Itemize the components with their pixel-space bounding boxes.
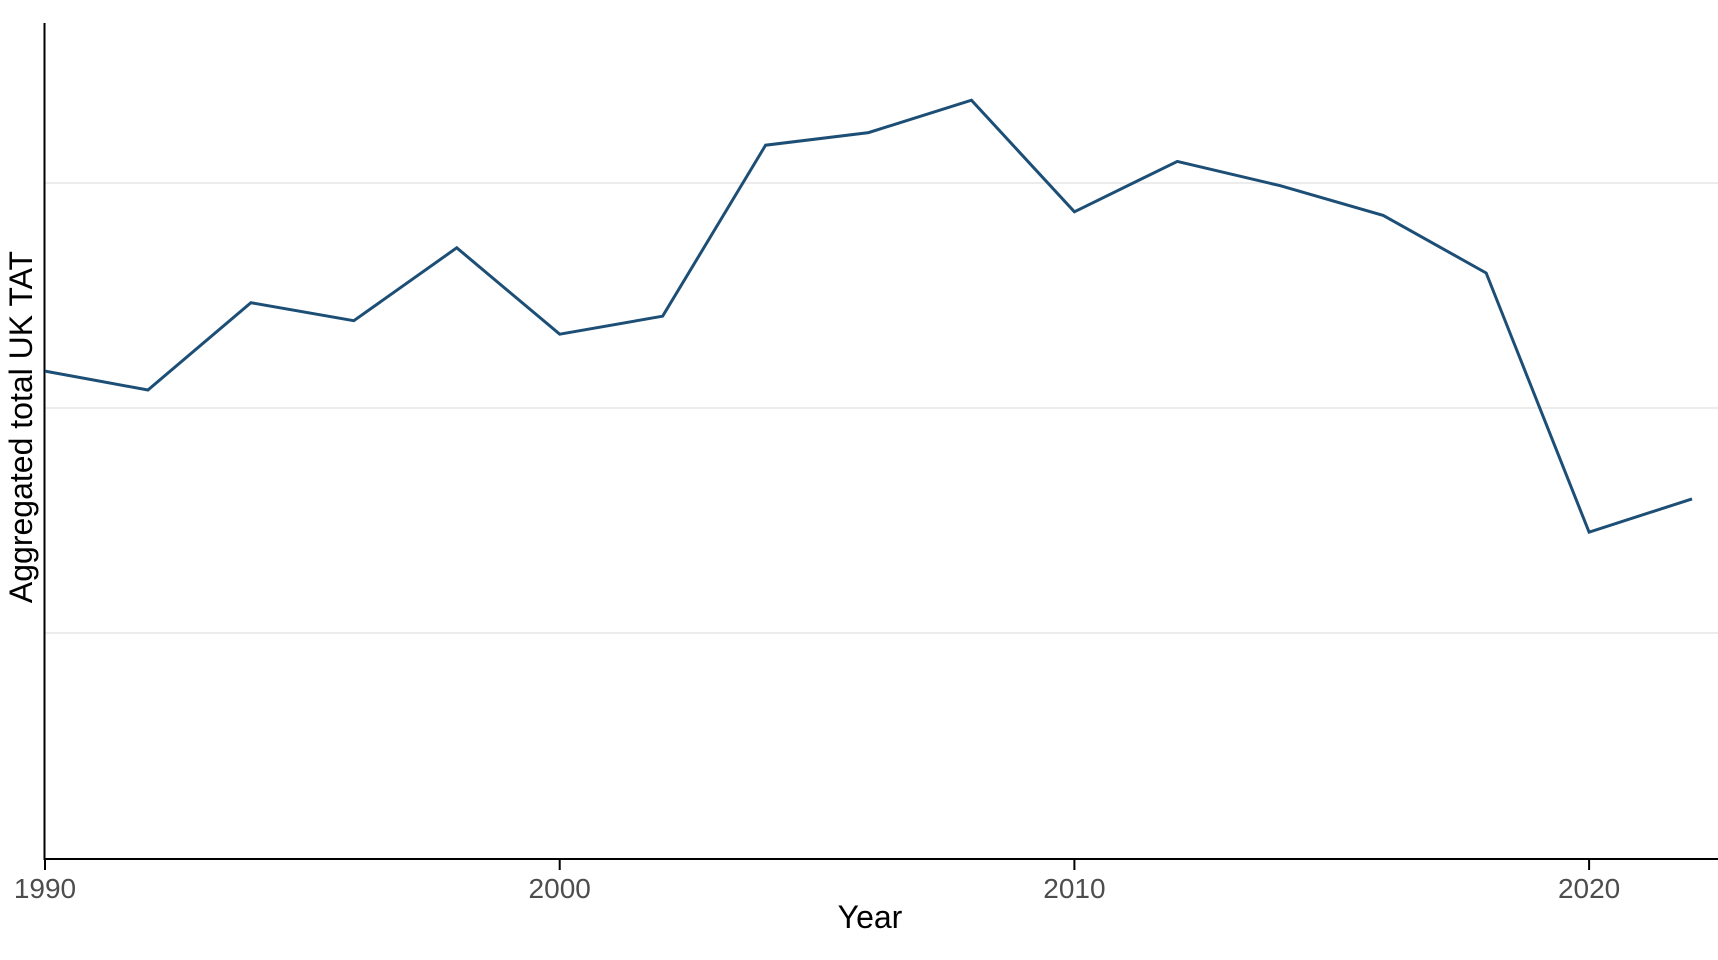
x-tick-label: 2000 [529,873,591,904]
series-line-aggregated-total-uk-tat [44,98,1693,535]
x-tick-label: 2010 [1043,873,1105,904]
x-tick-labels-group: 1990 2000 2010 2020 [14,873,1620,904]
axes-group [43,23,1718,860]
x-tick-label: 2020 [1558,873,1620,904]
gridlines-group [45,182,1718,634]
x-ticks-group [44,859,1591,870]
x-tick-label: 1990 [14,873,76,904]
x-axis-title: Year [838,899,903,935]
y-axis-title: Aggregated total UK TAT [3,251,39,603]
